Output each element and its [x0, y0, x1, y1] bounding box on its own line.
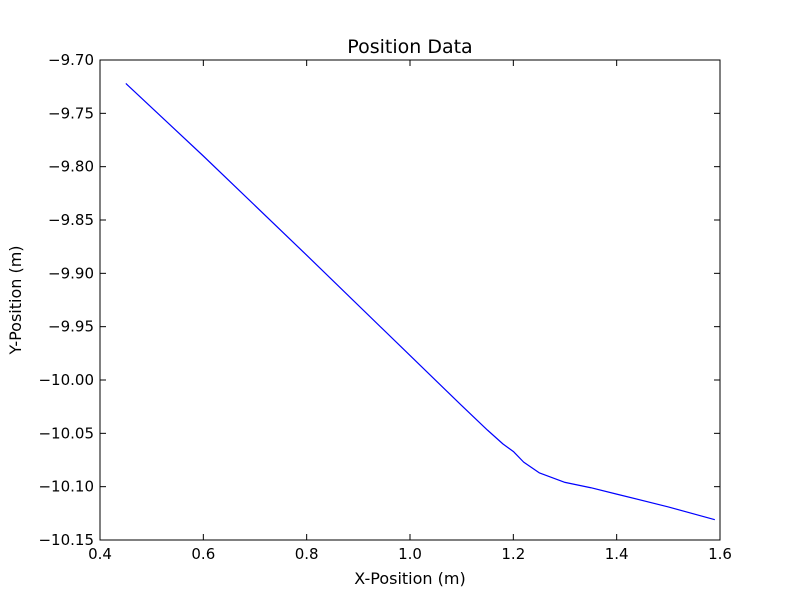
- x-axis-label: X-Position (m): [354, 569, 465, 588]
- plot-area: 0.4 0.6 0.8 1.0 1.2 1.4 1.6 −9.70 −9.75 −9.80 −9.8…: [38, 51, 731, 563]
- x-tick-label: 0.4: [88, 545, 112, 563]
- x-tick-label: 1.0: [398, 545, 422, 563]
- y-tick-label: −10.05: [38, 424, 94, 442]
- y-tick-label: −10.10: [38, 478, 94, 496]
- y-tick-label: −10.15: [38, 531, 94, 549]
- series-line-0: [125, 83, 715, 521]
- y-tick-label: −9.75: [48, 104, 94, 122]
- y-tick-label: −9.90: [48, 264, 94, 282]
- y-tick-label: −9.85: [48, 211, 94, 229]
- y-axis-label: Y-Position (m): [6, 245, 25, 355]
- y-tick-label: −9.70: [48, 51, 94, 69]
- y-tick-label: −10.00: [38, 371, 94, 389]
- x-tick-label: 0.6: [191, 545, 215, 563]
- x-tick-label: 1.6: [708, 545, 732, 563]
- chart-title: Position Data: [347, 36, 472, 58]
- x-tick-label: 1.2: [501, 545, 525, 563]
- x-tick-label: 0.8: [295, 545, 319, 563]
- plot-frame: [99, 59, 721, 541]
- y-tick-label: −9.95: [48, 318, 94, 336]
- y-tick-label: −9.80: [48, 158, 94, 176]
- x-tick-label: 1.4: [605, 545, 629, 563]
